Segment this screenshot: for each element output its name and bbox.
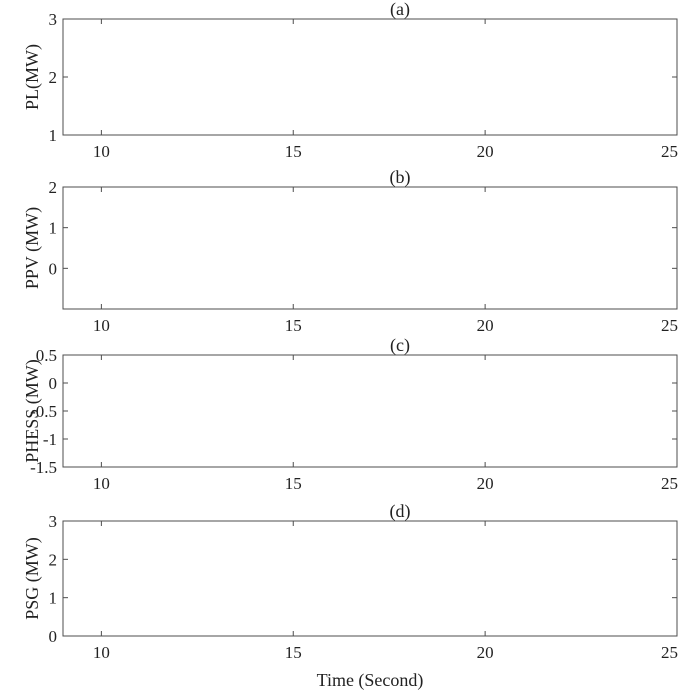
x-tick-label: 20: [477, 316, 494, 335]
y-tick-label: 0: [49, 627, 58, 646]
axes-frame: [62, 520, 678, 637]
x-tick-label: 10: [93, 474, 110, 493]
panel-a: 10 15 20 25 1 2 3 (a) PL(MW): [22, 0, 678, 161]
x-tick-label: 25: [661, 142, 678, 161]
x-tick-label: 25: [661, 643, 678, 662]
panel-title: (c): [390, 335, 410, 356]
x-tick-label: 10: [93, 142, 110, 161]
y-tick-label: 1: [49, 219, 58, 238]
x-tick-label: 20: [477, 474, 494, 493]
x-tick-label: 20: [477, 643, 494, 662]
y-tick-label: 1: [49, 589, 58, 608]
panel-b: 10 15 20 25 0 1 2 (b) PPV (MW): [22, 167, 678, 335]
y-tick-label: 3: [49, 512, 58, 531]
y-axis-label: PL(MW): [22, 44, 43, 110]
y-tick-label: -1: [43, 430, 57, 449]
y-tick-label: -0.5: [30, 402, 57, 421]
y-axis-label: PPV (MW): [22, 207, 43, 289]
x-tick-label: 10: [93, 643, 110, 662]
y-tick-label: 2: [49, 178, 58, 197]
y-tick-label: 1: [49, 126, 58, 145]
y-axis-label: PHESS (MW): [22, 359, 43, 463]
panel-title: (a): [390, 0, 410, 20]
x-tick-label: 25: [661, 474, 678, 493]
y-axis-label: PSG (MW): [22, 537, 43, 620]
y-tick-label: -1.5: [30, 458, 57, 477]
x-tick-label: 15: [285, 643, 302, 662]
y-tick-label: 2: [49, 550, 58, 569]
panel-c: 10 15 20 25 0.5 0 -0.5 -1 -1.5 (c) PHESS (MW): [22, 335, 678, 493]
x-axis-label: Time (Second): [317, 670, 424, 691]
y-tick-label: 0.5: [36, 346, 57, 365]
x-tick-label: 25: [661, 316, 678, 335]
x-tick-label: 15: [285, 142, 302, 161]
axes-frame: [62, 18, 678, 136]
y-tick-label: 0: [49, 259, 58, 278]
panel-title: (b): [390, 167, 411, 188]
axes-frame: [62, 354, 678, 468]
x-tick-label: 20: [477, 142, 494, 161]
panel-d: 10 15 20 25 0 1 2 3 (d) PSG (MW): [22, 501, 678, 662]
y-tick-label: 2: [49, 68, 58, 87]
x-tick-label: 15: [285, 474, 302, 493]
panel-title: (d): [390, 501, 411, 522]
axes-frame: [62, 186, 678, 310]
y-tick-label: 0: [49, 374, 58, 393]
x-tick-label: 10: [93, 316, 110, 335]
y-tick-label: 3: [49, 10, 58, 29]
x-tick-label: 15: [285, 316, 302, 335]
